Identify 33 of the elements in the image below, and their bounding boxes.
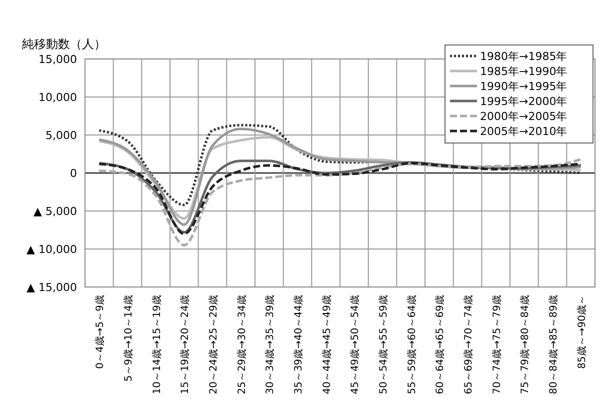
line-series (98, 158, 582, 246)
legend-label: 1990年→1995年 (480, 80, 568, 93)
legend-label: 1980年→1985年 (480, 50, 568, 63)
x-tick-label: 70～74歳→75～79歳 (490, 295, 503, 394)
y-axis-title: 純移動数（人） (22, 37, 106, 51)
x-tick-label: 30～34歳→35～39歳 (264, 295, 276, 394)
x-tick-label: 15～19歳→20～24歳 (179, 295, 192, 394)
legend-label: 1995年→2000年 (480, 94, 568, 108)
y-tick-label: ▲ 5,000 (34, 204, 77, 218)
x-tick-label: 20～24歳→25～29歳 (208, 295, 220, 394)
x-tick-label: 5～9歳→10～14歳 (122, 295, 134, 382)
x-tick-label: 25～29歳→30～34歳 (236, 295, 248, 394)
y-tick-label: 0 (70, 166, 77, 180)
x-tick-label: 55～59歳→60～64歳 (406, 295, 418, 394)
x-tick-label: 45～49歳→50～54歳 (349, 295, 362, 394)
x-tick-label: 80～84歳→85～89歳 (548, 295, 560, 394)
x-tick-label: 85歳～→90歳～ (576, 295, 588, 369)
x-tick-label: 75～79歳→80～84歳 (519, 295, 532, 394)
y-tick-label: ▲ 10,000 (26, 242, 77, 256)
legend-label: 2005年→2010年 (480, 124, 568, 138)
x-tick-label: 65～69歳→70～74歳 (462, 295, 474, 394)
legend-label: 1985年→1990年 (480, 64, 568, 78)
x-tick-label: 35～39歳→40～44歳 (292, 295, 304, 394)
x-tick-label: 0～4歳→5～9歳 (94, 295, 106, 369)
x-tick-label: 50～54歳→55～59歳 (378, 295, 390, 394)
legend-label: 2000年→2005年 (480, 110, 568, 123)
y-tick-label: 10,000 (38, 90, 77, 104)
x-tick-label: 10～14歳→15～19歳 (150, 295, 163, 394)
x-tick-label: 60～64歳→65～69歳 (434, 295, 446, 394)
y-tick-label: 5,000 (46, 128, 77, 142)
y-tick-label: ▲ 15,000 (26, 280, 77, 294)
y-tick-label: 15,000 (38, 52, 77, 66)
x-tick-label: 40～44歳→45～49歳 (320, 295, 333, 394)
